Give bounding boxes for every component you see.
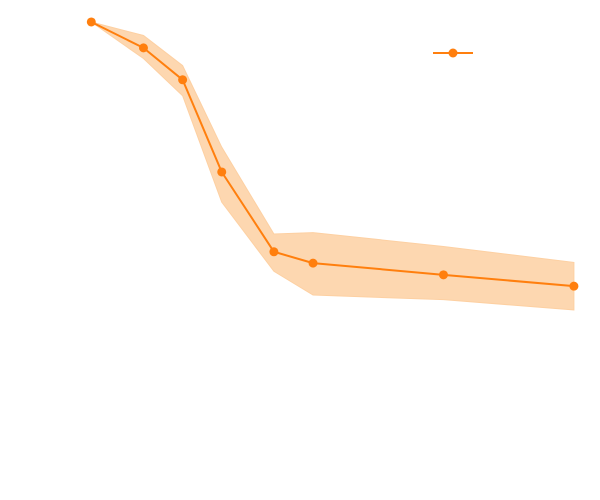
series-0-point-7[interactable] <box>569 281 579 291</box>
series-0-line <box>90 21 574 288</box>
legend-marker-swatch <box>448 48 458 58</box>
series-0-point-4[interactable] <box>269 247 279 257</box>
series-0-point-0[interactable] <box>86 17 96 27</box>
series-line-layer <box>90 21 574 288</box>
series-0-point-2[interactable] <box>178 75 188 85</box>
series-0-point-6[interactable] <box>438 270 448 280</box>
series-0-point-1[interactable] <box>138 43 148 53</box>
legend <box>433 48 473 58</box>
series-0-point-3[interactable] <box>217 167 227 177</box>
series-0-point-5[interactable] <box>308 258 318 268</box>
series-points-layer <box>86 17 579 291</box>
